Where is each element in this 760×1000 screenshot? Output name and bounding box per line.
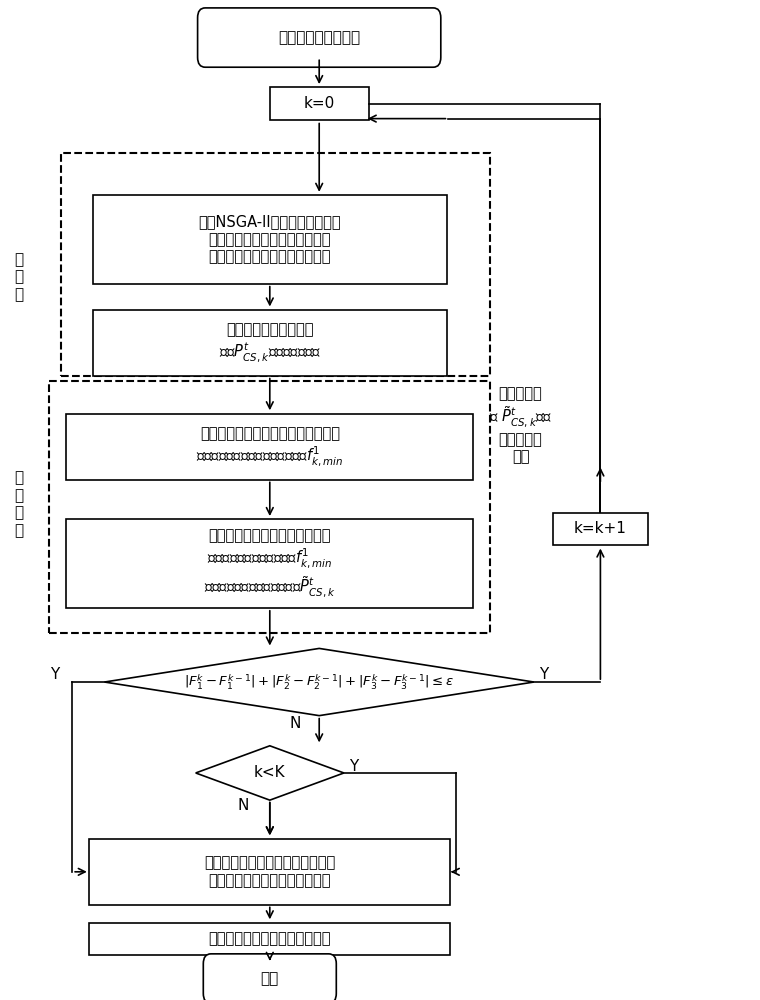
Bar [93,195,447,284]
FancyBboxPatch shape [198,8,441,67]
Bar [66,519,473,608]
Text: 充
电
站
层: 充 电 站 层 [14,471,24,538]
Text: 将得到的各充电站调度
计划$P_{CS,k}^t$传送给充电站层: 将得到的各充电站调度 计划$P_{CS,k}^t$传送给充电站层 [219,322,321,364]
Text: 结束: 结束 [261,971,279,986]
Text: k<K: k<K [254,765,286,780]
Text: 计算购电成本和负荷方差等指标: 计算购电成本和负荷方差等指标 [208,932,331,947]
Text: Y: Y [349,759,358,774]
Text: Y: Y [539,667,548,682]
Text: 输出最优调度方案：各充电站的调
度计划；各电动汽车的调度计划: 输出最优调度方案：各充电站的调 度计划；各电动汽车的调度计划 [204,856,335,888]
Text: 第一阶段优化：以用户个性化需求为
约束，得到两层之间最小调度偏差$f_{k,min}^1$: 第一阶段优化：以用户个性化需求为 约束，得到两层之间最小调度偏差$f_{k,mi… [196,426,344,468]
Text: Y: Y [50,667,59,682]
Bar [61,153,490,376]
Text: 将下层得到
的 $\tilde{P}_{CS,k}^t$返回
给上层继续
优化: 将下层得到 的 $\tilde{P}_{CS,k}^t$返回 给上层继续 优化 [489,386,553,464]
Polygon shape [105,648,534,716]
Text: 第二阶段优化：以用户满意度最
大为目标，以两层偏差等于$f_{k,min}^1$
为约束，得到充电站充电计划$\tilde{P}_{CS,k}^t$: 第二阶段优化：以用户满意度最 大为目标，以两层偏差等于$f_{k,min}^1$… [204,528,336,599]
Text: N: N [238,798,249,813]
Polygon shape [195,746,344,800]
Bar [553,513,648,545]
Text: N: N [290,716,300,731]
Bar [66,414,473,480]
Bar [49,381,490,633]
Bar [270,87,369,120]
FancyBboxPatch shape [203,954,336,1000]
Text: k=0: k=0 [303,96,335,111]
Bar [93,310,447,376]
Text: 采用NSGA-II算法进行多目标优
化：配网购电成本最小；配网负
荷波动最小；两层调度偏差最小: 采用NSGA-II算法进行多目标优 化：配网购电成本最小；配网负 荷波动最小；两… [198,214,341,264]
Text: k=k+1: k=k+1 [574,521,627,536]
Text: 配
网
层: 配 网 层 [14,252,24,302]
Text: 输入数据，开始计算: 输入数据，开始计算 [278,30,360,45]
Bar [90,923,450,955]
Bar [90,839,450,905]
Text: $|F_1^k-F_1^{k-1}|+|F_2^k-F_2^{k-1}|+|F_3^k-F_3^{k-1}|\leq\varepsilon$: $|F_1^k-F_1^{k-1}|+|F_2^k-F_2^{k-1}|+|F_… [184,672,454,692]
